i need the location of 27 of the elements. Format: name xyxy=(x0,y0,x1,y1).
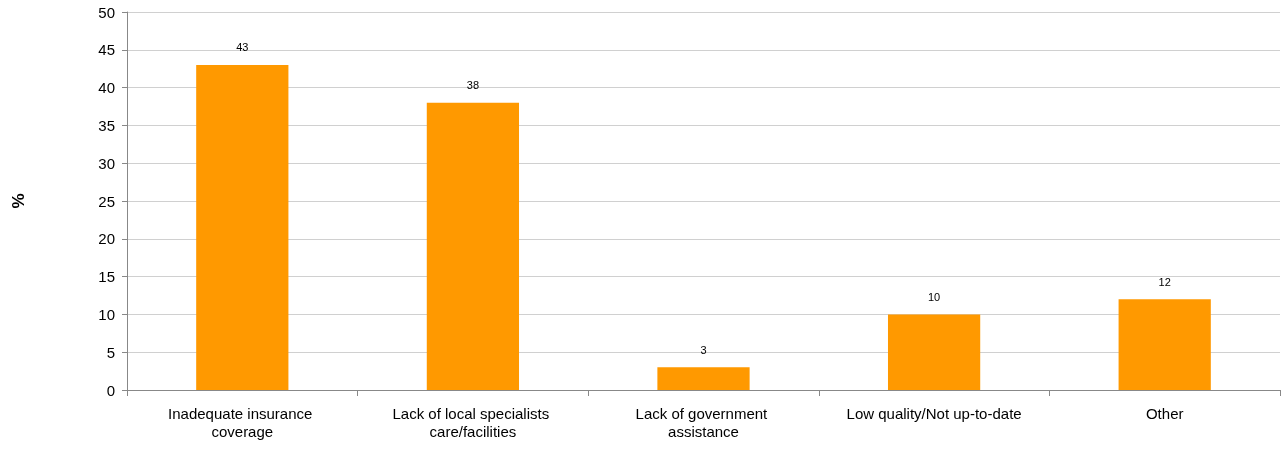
y-tick-label: 50 xyxy=(98,3,115,21)
y-tick-label: 40 xyxy=(98,79,115,97)
y-tick-label: 10 xyxy=(98,305,115,323)
bar xyxy=(196,64,289,390)
y-tick-label: 0 xyxy=(106,381,115,399)
data-label: 38 xyxy=(466,79,480,92)
y-tick-label: 15 xyxy=(98,268,115,286)
y-tick-label: 45 xyxy=(98,41,115,59)
bar xyxy=(1118,299,1211,390)
x-tick-label: Other xyxy=(1145,404,1184,422)
y-axis-title: % xyxy=(9,193,28,209)
data-label: 10 xyxy=(927,290,941,303)
y-tick-label: 5 xyxy=(106,343,115,361)
x-tick-label: Low quality/Not up-to-date xyxy=(846,404,1022,422)
bar xyxy=(887,314,981,390)
y-tick-label: 35 xyxy=(98,116,115,134)
x-tick-label: Inadequate insurance coverage xyxy=(168,404,317,440)
y-tick-label: 20 xyxy=(98,230,115,248)
data-label: 43 xyxy=(236,41,249,54)
x-tick-label: Lack of local specialists care/facilities xyxy=(392,404,554,440)
x-tick-label: Lack of government assistance xyxy=(635,404,772,440)
y-tick-label: 25 xyxy=(98,192,115,210)
bar xyxy=(426,102,520,390)
data-label: 12 xyxy=(1158,275,1171,288)
data-label: 3 xyxy=(700,343,707,356)
y-tick-label: 30 xyxy=(98,154,115,172)
bar xyxy=(657,367,750,390)
